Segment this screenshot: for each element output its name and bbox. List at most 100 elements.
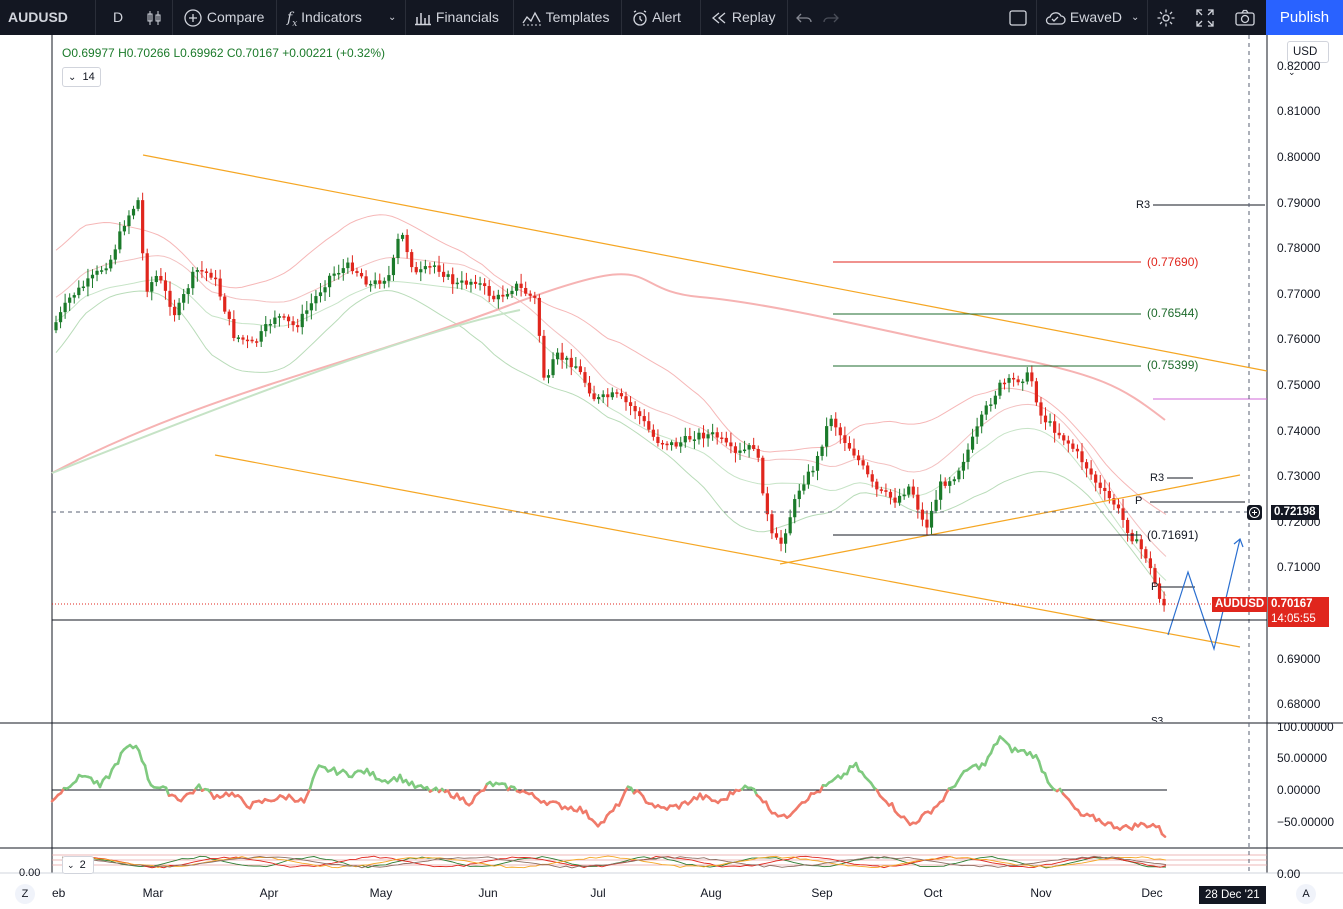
candle-body (642, 416, 646, 422)
candle-body (131, 208, 136, 216)
currency-selector[interactable]: USD ⌄ (1287, 41, 1329, 77)
compare-button[interactable]: Compare (183, 0, 264, 35)
candle-body (961, 461, 966, 471)
time-tick-label: Oct (923, 886, 943, 900)
candle-body (948, 481, 952, 486)
price-tick-label: 0.80000 (1277, 150, 1321, 164)
candle-body (606, 394, 610, 398)
oscillator-segment (584, 809, 591, 820)
candle-body (624, 396, 628, 403)
undo-icon (796, 13, 812, 23)
publish-button[interactable]: Publish (1266, 0, 1343, 35)
pane2-left-value: 0.00 (19, 867, 41, 879)
pivot-label: S3 (1151, 716, 1164, 722)
plus-circle-icon (184, 9, 202, 27)
undo-button[interactable] (795, 0, 813, 35)
chart-canvas[interactable] (0, 35, 1343, 909)
projection-path[interactable] (1167, 538, 1241, 652)
indicators-toggle[interactable]: ⌄ 14 (62, 67, 101, 87)
trendline-support[interactable] (779, 474, 1241, 565)
price-tick-label: 0.76000 (1277, 332, 1321, 347)
candle-body (410, 252, 414, 268)
candle-body (597, 397, 601, 400)
candle-body (227, 311, 231, 320)
candle-body (150, 282, 154, 292)
account-label: EwaveD (1069, 9, 1123, 25)
upper-band-line (55, 214, 1167, 515)
candle-body (1071, 443, 1075, 449)
candle-body (296, 325, 300, 328)
price-tick-label: 0.69000 (1277, 651, 1321, 666)
candle-body (925, 519, 929, 528)
auto-scale-button[interactable]: A (1296, 884, 1316, 904)
fullscreen-button[interactable] (1195, 0, 1215, 35)
candle-body (619, 393, 624, 397)
candle-body (195, 270, 199, 272)
candle-body (259, 331, 263, 342)
candle-body (829, 418, 833, 427)
candle-body (711, 432, 715, 435)
snapshot-button[interactable] (1234, 0, 1256, 35)
divider (1147, 0, 1148, 35)
oscillator-segment (308, 777, 315, 791)
candle-body (460, 280, 464, 283)
candle-body (291, 321, 295, 326)
indicators-dropdown[interactable]: ⌄ (388, 0, 396, 35)
divider (405, 0, 406, 35)
symbol-tag: AUDUSD (1212, 597, 1268, 612)
chevron-down-icon: ⌄ (1131, 12, 1140, 23)
divider (172, 0, 173, 35)
candle-body (533, 295, 537, 298)
indicators-button[interactable]: fx Indicators (287, 0, 362, 35)
candle-body (975, 426, 979, 437)
top-toolbar: AUDUSD D Compare fx Indicators ⌄ Financi… (0, 0, 1343, 35)
oscillator-segment (137, 749, 144, 763)
change-value: +0.00221 (+0.32%) (282, 46, 385, 60)
symbol-search-button[interactable]: AUDUSD (8, 0, 68, 35)
candle-body (569, 357, 573, 368)
trendline-lower[interactable] (214, 454, 1241, 648)
candle-body (483, 283, 487, 287)
divider (700, 0, 701, 35)
candle-body (715, 432, 719, 438)
countdown-tag: 14:05:55 (1268, 612, 1329, 627)
trendline-upper[interactable] (142, 154, 1268, 372)
account-layout-button[interactable]: EwaveD (1044, 0, 1122, 35)
high-value: H0.70266 (118, 46, 171, 60)
candle-body (1025, 372, 1029, 382)
divider (1036, 0, 1037, 35)
candle-body (245, 339, 250, 342)
layout-button[interactable] (1008, 0, 1028, 35)
interval-button[interactable]: D (113, 0, 123, 35)
candle-body (670, 442, 674, 446)
candle-body (697, 432, 701, 440)
oscillator-segment (143, 764, 150, 781)
crosshair-price-tag: 0.72198 (1271, 505, 1319, 520)
replay-button[interactable]: Replay (710, 0, 775, 35)
add-alert-button[interactable] (1247, 505, 1262, 520)
drawings-layer (142, 154, 1268, 652)
candle-body (1043, 415, 1048, 423)
financials-button[interactable]: Financials (414, 0, 499, 35)
candle-body (989, 404, 993, 406)
candle-body (893, 497, 897, 503)
candle-body (647, 421, 651, 430)
account-dropdown[interactable]: ⌄ (1131, 0, 1139, 35)
candle-body (305, 310, 309, 314)
templates-button[interactable]: Templates (522, 0, 609, 35)
reset-zoom-button[interactable]: Z (15, 884, 35, 904)
candle-body (870, 474, 874, 482)
candle-body (879, 489, 883, 491)
pane2-indicators-toggle[interactable]: ⌄ 2 (62, 856, 94, 874)
settings-button[interactable] (1156, 0, 1176, 35)
alert-button[interactable]: Alert (631, 0, 681, 35)
candle-body (884, 490, 888, 492)
candle-body (378, 280, 382, 284)
redo-button[interactable] (822, 0, 840, 35)
chevron-down-icon: ⌄ (388, 12, 397, 23)
chart-type-button[interactable] (145, 0, 163, 35)
candle-body (574, 366, 578, 368)
candle-body (560, 352, 564, 360)
time-tick-label: May (369, 886, 393, 900)
candle-body (770, 514, 774, 534)
